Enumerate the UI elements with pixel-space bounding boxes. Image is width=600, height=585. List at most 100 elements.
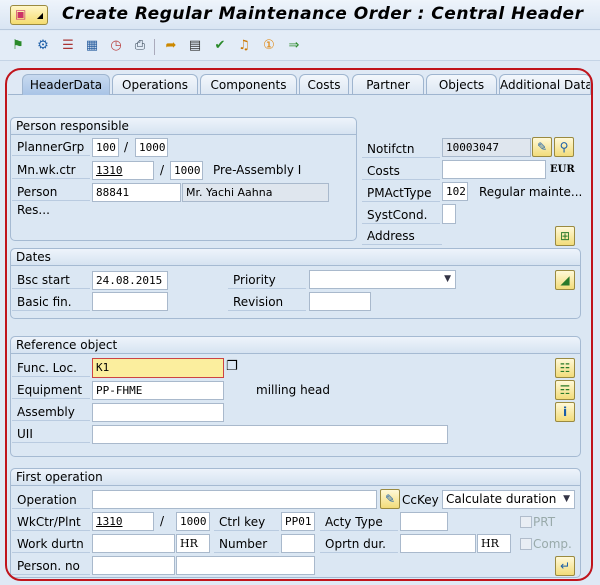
activity-type-input[interactable] bbox=[400, 512, 448, 531]
long-text-edit-icon[interactable]: ✎ bbox=[380, 489, 400, 509]
application-toolbar: ⚑ ⚙ ☰ ▦ ◷ ⎙ ➦ ▤ ✔ ♫ ① ⇒ bbox=[0, 31, 600, 61]
functional-location-input[interactable]: K1 bbox=[92, 358, 224, 378]
chevron-down-icon: ▼ bbox=[444, 274, 451, 284]
assembly-label: Assembly bbox=[12, 403, 90, 421]
chevron-down-icon: ▼ bbox=[563, 494, 570, 504]
address-label: Address bbox=[362, 227, 442, 245]
prt-label: PRT bbox=[533, 515, 556, 529]
planner-group-label: PlannerGrp bbox=[12, 138, 90, 156]
costs-label: Costs bbox=[362, 162, 440, 180]
prt-checkbox[interactable]: PRT bbox=[520, 515, 555, 529]
window-title: Create Regular Maintenance Order : Centr… bbox=[62, 4, 584, 24]
basic-finish-input[interactable] bbox=[92, 292, 168, 311]
control-key-input[interactable]: PP01 bbox=[281, 512, 315, 531]
operation-plant-input[interactable]: 1000 bbox=[176, 512, 210, 531]
group-title: Reference object bbox=[11, 337, 580, 354]
currency: EUR bbox=[550, 164, 575, 175]
system-condition-label: SystCond. bbox=[362, 206, 440, 224]
list-icon[interactable]: ☰ bbox=[62, 38, 74, 53]
tab-additional-data[interactable]: Additional Data bbox=[499, 74, 591, 95]
person-name: Mr. Yachi Aahna bbox=[182, 183, 329, 202]
enter-icon[interactable]: ↵ bbox=[555, 556, 575, 576]
group-title: First operation bbox=[11, 469, 580, 486]
tab-headerdata[interactable]: HeaderData bbox=[22, 74, 110, 95]
tab-components[interactable]: Components bbox=[200, 74, 297, 95]
transfer-icon[interactable]: ➦ bbox=[165, 38, 177, 53]
system-menu-button[interactable]: ▣ ◢ bbox=[10, 5, 48, 25]
activity-type-label: Acty Type bbox=[320, 513, 398, 531]
system-condition-input[interactable] bbox=[442, 204, 456, 224]
work-duration-label: Work durtn bbox=[12, 535, 90, 553]
tab-partner[interactable]: Partner bbox=[352, 74, 424, 95]
operation-label: Operation bbox=[12, 491, 90, 509]
assembly-input[interactable] bbox=[92, 403, 224, 422]
main-work-center-input[interactable]: 1310 bbox=[92, 161, 154, 180]
control-key-label: Ctrl key bbox=[214, 513, 279, 531]
notification-icon[interactable]: ♫ bbox=[238, 38, 250, 53]
equipment-label: Equipment bbox=[12, 381, 90, 399]
person-responsible-input[interactable]: 88841 bbox=[92, 183, 181, 202]
pm-activity-type-input[interactable]: 102 bbox=[442, 182, 468, 201]
pm-activity-type-label: PMActType bbox=[362, 184, 440, 202]
group-title: Person responsible bbox=[11, 118, 356, 135]
work-center-plant-label: WkCtr/Plnt bbox=[12, 513, 90, 531]
notification-label: Notifctn bbox=[362, 140, 440, 158]
title-bar: ▣ ◢ Create Regular Maintenance Order : Ce… bbox=[0, 0, 600, 30]
calculator-icon[interactable]: ▦ bbox=[85, 38, 99, 53]
tab-costs[interactable]: Costs bbox=[299, 74, 349, 95]
scheduling-icon[interactable]: ◢ bbox=[555, 270, 575, 290]
info-number-icon[interactable]: ① bbox=[263, 38, 275, 53]
basic-start-input[interactable]: 24.08.2015 bbox=[92, 271, 168, 290]
planner-plant-input[interactable]: 1000 bbox=[135, 138, 168, 157]
work-unit-input[interactable]: HR bbox=[176, 534, 210, 553]
info-icon[interactable]: i bbox=[555, 402, 575, 422]
work-center-plant-input[interactable]: 1000 bbox=[170, 161, 203, 180]
display-notification-icon[interactable]: ⚲ bbox=[554, 137, 574, 157]
tab-operations[interactable]: Operations bbox=[112, 74, 198, 95]
settings-icon[interactable]: ⚙ bbox=[37, 38, 49, 53]
approve-icon[interactable]: ✔ bbox=[214, 38, 226, 53]
basic-finish-label: Basic fin. bbox=[12, 293, 90, 311]
priority-label: Priority bbox=[228, 271, 306, 289]
expand-address-icon[interactable]: ⊞ bbox=[555, 226, 575, 246]
duration-unit-input[interactable]: HR bbox=[477, 534, 511, 553]
operation-work-center-value: 1310 bbox=[96, 515, 123, 528]
toolbar-separator bbox=[154, 39, 155, 55]
structure-hierarchy-icon[interactable]: ☷ bbox=[555, 358, 575, 378]
personnel-number-input[interactable] bbox=[92, 556, 175, 575]
copy-icon[interactable]: ❐ bbox=[226, 359, 238, 374]
costs-input[interactable] bbox=[442, 160, 546, 179]
flag-icon[interactable]: ⚑ bbox=[12, 38, 24, 53]
equipment-input[interactable]: PP-FHME bbox=[92, 381, 224, 400]
revision-input[interactable] bbox=[309, 292, 371, 311]
calculation-key-value: Calculate duration bbox=[446, 492, 557, 506]
person-responsible-group: Person responsible bbox=[10, 117, 357, 241]
calculation-key-dropdown[interactable]: Calculate duration ▼ bbox=[442, 490, 575, 509]
operation-input[interactable] bbox=[92, 490, 377, 509]
tab-objects[interactable]: Objects bbox=[426, 74, 497, 95]
notification-input[interactable]: 10003047 bbox=[442, 138, 531, 157]
personnel-name-input bbox=[176, 556, 315, 575]
separator: / bbox=[160, 163, 165, 177]
functional-location-label: Func. Loc. bbox=[12, 359, 90, 377]
person-responsible-label: Person Res... bbox=[12, 183, 90, 217]
schedule-icon[interactable]: ◷ bbox=[110, 38, 122, 53]
operation-work-center-input[interactable]: 1310 bbox=[92, 512, 154, 531]
priority-dropdown[interactable]: ▼ bbox=[309, 270, 456, 289]
checkbox-box bbox=[520, 538, 532, 550]
planner-group-input[interactable]: 100 bbox=[92, 138, 119, 157]
number-input[interactable] bbox=[281, 534, 315, 553]
document-icon[interactable]: ▤ bbox=[188, 38, 202, 53]
work-center-description: Pre-Assembly I bbox=[213, 163, 302, 177]
forward-icon[interactable]: ⇒ bbox=[288, 38, 300, 53]
operation-duration-input[interactable] bbox=[400, 534, 476, 553]
checkbox-box bbox=[520, 516, 532, 528]
uii-input[interactable] bbox=[92, 425, 448, 444]
number-label: Number bbox=[214, 535, 279, 553]
work-duration-input[interactable] bbox=[92, 534, 175, 553]
revision-label: Revision bbox=[228, 293, 306, 311]
structure-list-icon[interactable]: ☶ bbox=[555, 380, 575, 400]
print-icon[interactable]: ⎙ bbox=[134, 38, 146, 53]
edit-pencil-icon[interactable]: ✎ bbox=[532, 137, 552, 157]
completion-checkbox[interactable]: Comp. bbox=[520, 537, 572, 551]
